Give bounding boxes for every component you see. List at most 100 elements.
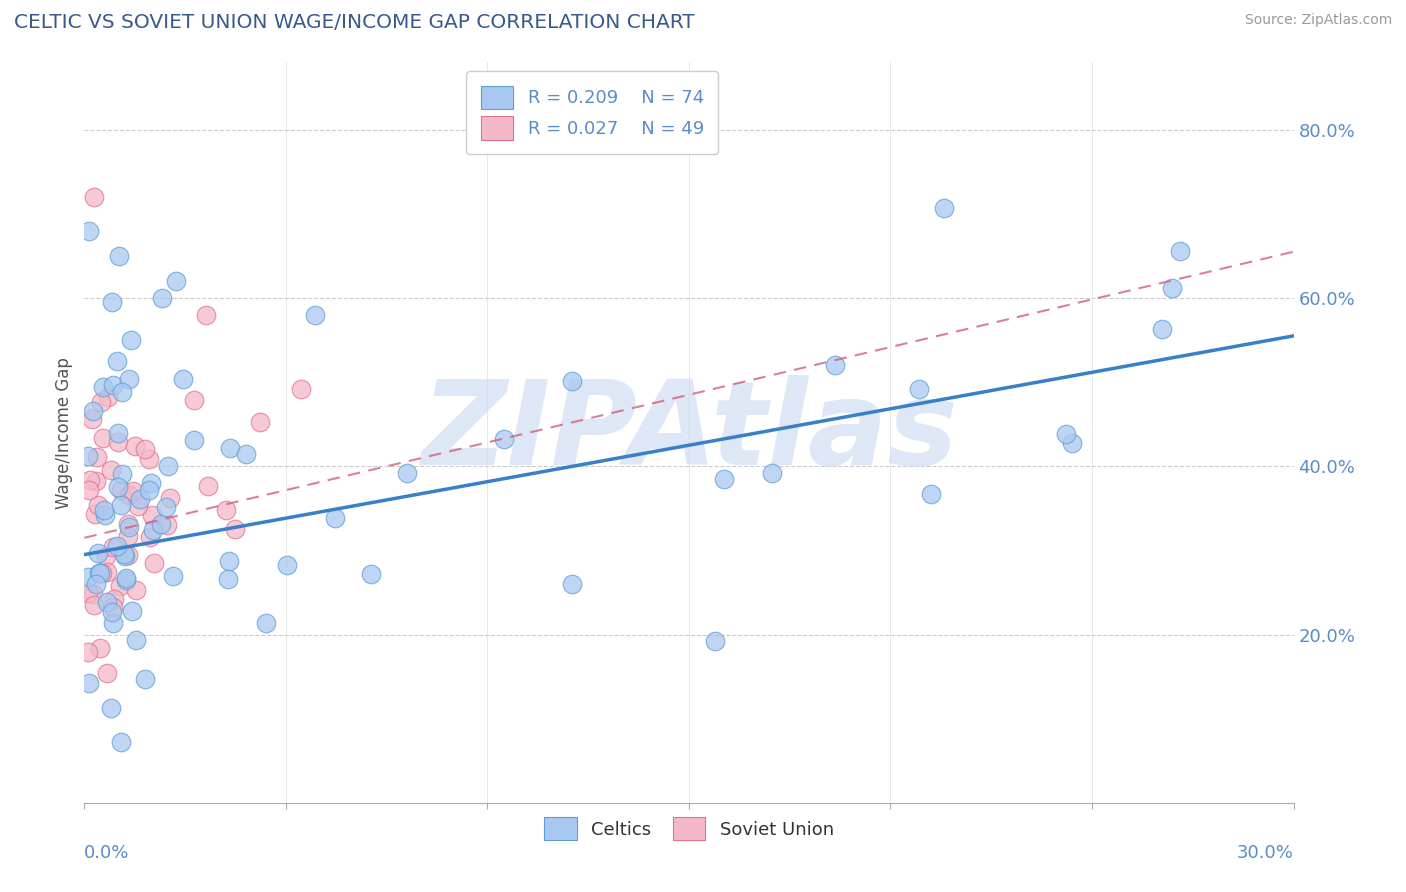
Point	[107, 434, 129, 449]
Point	[920, 487, 942, 501]
Point	[276, 558, 298, 572]
Point	[111, 467, 134, 481]
Point	[86, 450, 108, 464]
Point	[77, 449, 100, 463]
Point	[115, 573, 138, 587]
Point	[134, 672, 156, 686]
Point	[110, 498, 132, 512]
Point	[172, 372, 194, 386]
Text: Source: ZipAtlas.com: Source: ZipAtlas.com	[1244, 13, 1392, 28]
Point	[91, 566, 114, 580]
Point	[761, 466, 783, 480]
Y-axis label: Wage/Income Gap: Wage/Income Gap	[55, 357, 73, 508]
Point	[94, 508, 117, 522]
Point	[215, 503, 238, 517]
Point	[110, 735, 132, 749]
Point	[218, 554, 240, 568]
Point	[360, 566, 382, 581]
Point	[105, 539, 128, 553]
Point	[94, 549, 117, 564]
Point	[127, 500, 149, 514]
Point	[117, 548, 139, 562]
Point	[100, 463, 122, 477]
Point	[561, 577, 583, 591]
Point	[290, 382, 312, 396]
Point	[77, 676, 100, 690]
Point	[82, 586, 104, 600]
Point	[128, 492, 150, 507]
Point	[561, 374, 583, 388]
Point	[139, 530, 162, 544]
Point	[110, 384, 132, 399]
Point	[77, 645, 100, 659]
Point	[138, 451, 160, 466]
Point	[150, 291, 173, 305]
Point	[107, 480, 129, 494]
Point	[90, 395, 112, 409]
Point	[155, 500, 177, 514]
Point	[89, 566, 111, 581]
Point	[101, 295, 124, 310]
Point	[84, 475, 107, 489]
Point	[118, 488, 141, 502]
Point	[112, 547, 135, 561]
Point	[83, 507, 105, 521]
Point	[224, 523, 246, 537]
Point	[121, 603, 143, 617]
Point	[194, 308, 217, 322]
Text: ZIPAtlas: ZIPAtlas	[420, 376, 957, 490]
Point	[1170, 244, 1192, 258]
Point	[87, 546, 110, 560]
Point	[218, 441, 240, 455]
Point	[117, 529, 139, 543]
Point	[108, 249, 131, 263]
Point	[197, 479, 219, 493]
Point	[908, 382, 931, 396]
Point	[79, 473, 101, 487]
Point	[91, 431, 114, 445]
Point	[83, 190, 105, 204]
Point	[156, 518, 179, 533]
Point	[114, 549, 136, 563]
Point	[157, 459, 180, 474]
Point	[150, 516, 173, 531]
Point	[96, 665, 118, 680]
Point	[932, 201, 955, 215]
Point	[86, 577, 108, 591]
Text: CELTIC VS SOVIET UNION WAGE/INCOME GAP CORRELATION CHART: CELTIC VS SOVIET UNION WAGE/INCOME GAP C…	[14, 13, 695, 32]
Point	[249, 415, 271, 429]
Point	[492, 432, 515, 446]
Point	[1160, 281, 1182, 295]
Point	[1150, 321, 1173, 335]
Point	[83, 599, 105, 613]
Point	[77, 224, 100, 238]
Point	[101, 605, 124, 619]
Point	[101, 599, 124, 614]
Legend: Celtics, Soviet Union: Celtics, Soviet Union	[536, 808, 842, 849]
Point	[91, 380, 114, 394]
Point	[142, 523, 165, 537]
Point	[138, 483, 160, 497]
Point	[77, 586, 100, 600]
Point	[118, 372, 141, 386]
Point	[125, 583, 148, 598]
Point	[122, 484, 145, 499]
Point	[77, 570, 100, 584]
Point	[103, 592, 125, 607]
Point	[108, 578, 131, 592]
Point	[93, 503, 115, 517]
Point	[115, 571, 138, 585]
Point	[80, 412, 103, 426]
Point	[165, 274, 187, 288]
Point	[396, 467, 419, 481]
Point	[87, 566, 110, 580]
Point	[118, 519, 141, 533]
Point	[124, 439, 146, 453]
Point	[159, 491, 181, 505]
Point	[323, 510, 346, 524]
Text: 30.0%: 30.0%	[1237, 844, 1294, 862]
Point	[125, 632, 148, 647]
Point	[97, 390, 120, 404]
Point	[217, 572, 239, 586]
Point	[1054, 427, 1077, 442]
